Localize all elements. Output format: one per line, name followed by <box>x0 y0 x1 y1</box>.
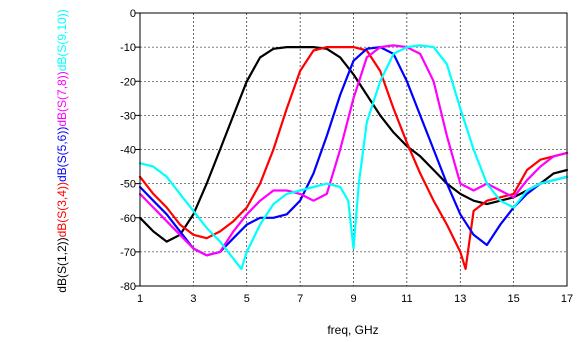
y-tick-label: -80 <box>120 281 136 293</box>
series-lines <box>138 44 569 270</box>
y-tick-label: -10 <box>120 42 136 54</box>
x-tick-label: 3 <box>190 293 196 305</box>
series-line-1 <box>138 46 569 243</box>
y-tick-label: 0 <box>130 8 136 20</box>
y-tick-label: -40 <box>120 145 136 157</box>
y-tick-label: -20 <box>120 76 136 88</box>
x-tick-label: 17 <box>561 293 573 305</box>
x-tick-label: 5 <box>244 293 250 305</box>
ylabel-part-1: dB(S(1,2)) <box>55 237 69 292</box>
x-axis-title: freq, GHz <box>327 323 378 337</box>
x-tick-label: 15 <box>508 293 520 305</box>
ylabel-part-5: dB(S(9,10)) <box>55 9 69 71</box>
x-tick-label: 11 <box>401 293 412 305</box>
x-tick-label: 1 <box>137 293 143 305</box>
y-tick-label: -30 <box>120 110 136 122</box>
ylabel-part-4: dB(S(7,8)) <box>55 71 69 126</box>
x-tick-labels: 1 3 5 7 9 11 13 15 17 <box>137 293 573 305</box>
series-line-5 <box>138 44 569 270</box>
x-tick-label: 9 <box>350 293 356 305</box>
y-tick-label: -60 <box>120 213 136 225</box>
y-tick-label: -50 <box>120 179 136 191</box>
x-tick-label: 13 <box>454 293 466 305</box>
x-tick-label: 7 <box>297 293 303 305</box>
series-line-4 <box>138 44 569 257</box>
y-tick-labels: 0 -10 -20 -30 -40 -50 -60 -70 -80 <box>120 8 140 293</box>
y-axis-title: dB(S(1,2))dB(S(3,4))dB(S(5,6))dB(S(7,8))… <box>55 9 69 292</box>
y-tick-label: -70 <box>120 247 136 259</box>
ylabel-part-2: dB(S(3,4)) <box>55 182 69 237</box>
ylabel-part-3: dB(S(5,6)) <box>55 127 69 182</box>
